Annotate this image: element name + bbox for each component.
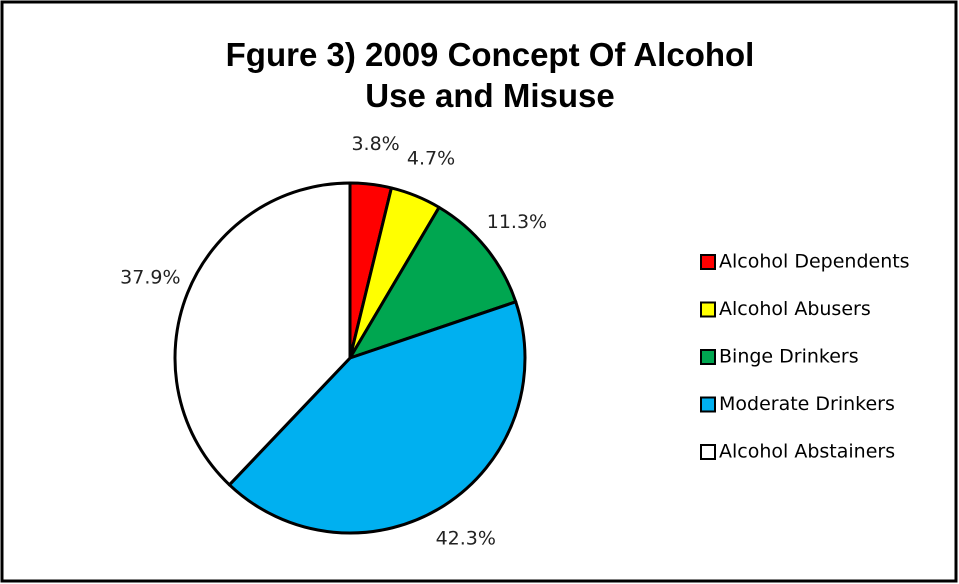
data-label: 42.3% <box>436 528 496 550</box>
data-label: 37.9% <box>120 267 180 289</box>
chart-title: Fgure 3) 2009 Concept Of Alcohol Use and … <box>226 36 755 114</box>
data-label: 3.8% <box>351 133 399 155</box>
legend-swatch <box>700 396 716 413</box>
legend-swatch <box>700 349 716 365</box>
data-label: 4.7% <box>407 147 455 169</box>
pie-slice <box>348 205 518 360</box>
legend-label: Alcohol Abstainers <box>719 441 895 463</box>
legend-label: Moderate Drinkers <box>719 393 895 415</box>
pie-slice <box>227 300 527 535</box>
legend-label: Alcohol Dependents <box>719 251 910 273</box>
pie-slice <box>173 181 352 487</box>
data-label: 11.3% <box>487 211 547 233</box>
legend-swatch <box>700 301 716 318</box>
legend-label: Alcohol Abusers <box>719 298 871 320</box>
legend-swatch <box>700 444 716 460</box>
legend-label: Binge Drinkers <box>719 346 859 368</box>
legend-swatch <box>700 254 716 270</box>
